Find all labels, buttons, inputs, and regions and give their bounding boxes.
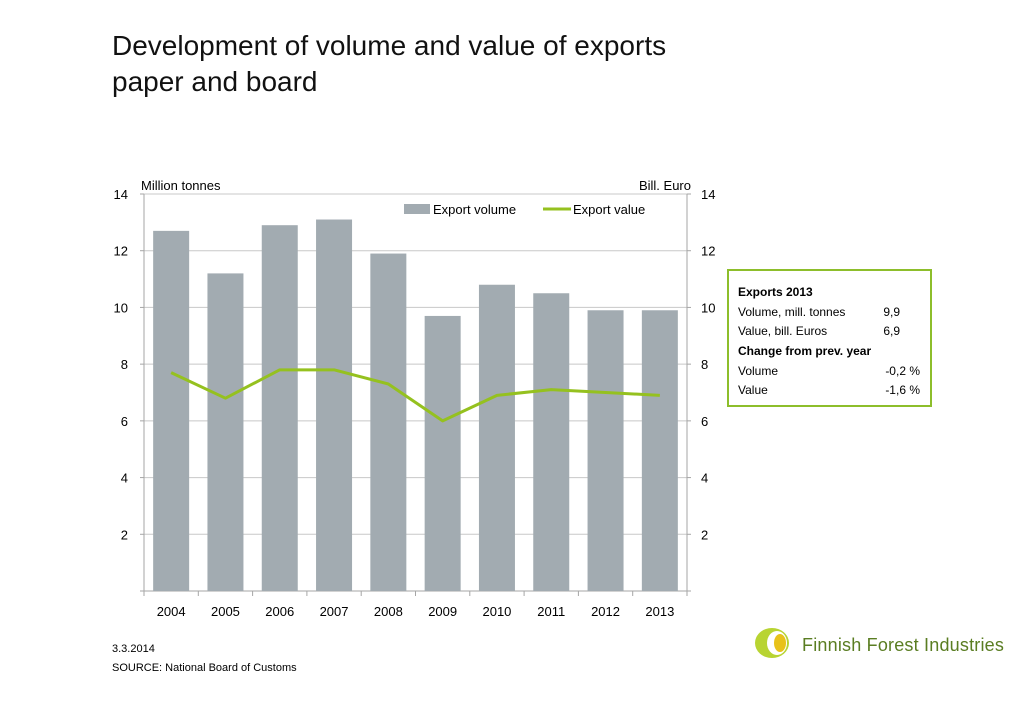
title-line-1: Development of volume and value of expor… — [112, 30, 667, 61]
logo-text: Finnish Forest Industries — [802, 635, 1005, 655]
summary-label: Volume, mill. tonnes — [738, 305, 846, 319]
summary-row: Volume, mill. tonnes 9,9 — [738, 304, 920, 320]
summary-table: Exports 2013 Volume, mill. tonnes 9,9 Value… — [727, 269, 932, 407]
summary-row: Value -1,6 % — [738, 382, 920, 398]
bar-export-volume — [370, 253, 407, 592]
x-tick-label: 2004 — [157, 604, 186, 619]
summary-value: 6,9 — [883, 324, 900, 338]
y-tick-label-right: 4 — [701, 471, 708, 486]
y-tick-label-left: 4 — [121, 471, 128, 486]
x-tick-label: 2008 — [374, 604, 403, 619]
footer-date: 3.3.2014 — [112, 643, 155, 655]
y-tick-label-left: 14 — [114, 187, 128, 202]
y-axis-title-right: Bill. Euro — [639, 178, 691, 193]
x-tick-label: 2010 — [482, 604, 511, 619]
x-tick-label: 2013 — [645, 604, 674, 619]
legend-label-export-value: Export value — [573, 202, 645, 217]
summary-value: 9,9 — [883, 305, 900, 319]
bar-export-volume — [153, 230, 190, 591]
page-title: Development of volume and value of expor… — [112, 28, 832, 100]
summary-row: Value, bill. Euros 6,9 — [738, 323, 920, 339]
y-tick-label-right: 8 — [701, 357, 708, 372]
footer-source: SOURCE: National Board of Customs — [112, 662, 297, 674]
y-tick-label-left: 2 — [121, 527, 128, 542]
bar-export-volume — [316, 219, 353, 591]
summary-label: Exports 2013 — [738, 285, 813, 299]
y-tick-label-left: 8 — [121, 357, 128, 372]
bar-export-volume — [533, 293, 570, 591]
x-tick-label: 2005 — [211, 604, 240, 619]
bar-export-volume — [424, 315, 461, 591]
summary-row: Volume -0,2 % — [738, 363, 920, 379]
y-tick-label-right: 12 — [701, 244, 715, 259]
bar-export-volume — [207, 273, 244, 591]
y-axis-title-left: Million tonnes — [141, 178, 221, 193]
company-logo: Finnish Forest Industries — [752, 626, 1004, 662]
bar-export-volume — [478, 284, 515, 591]
y-tick-label-right: 2 — [701, 527, 708, 542]
summary-label: Volume — [738, 364, 779, 378]
bar-export-volume — [261, 225, 298, 591]
summary-label: Value, bill. Euros — [738, 324, 828, 338]
legend-swatch-export-volume — [404, 204, 430, 214]
title-line-2: paper and board — [112, 66, 318, 97]
x-tick-label: 2007 — [320, 604, 349, 619]
x-tick-label: 2009 — [428, 604, 457, 619]
leaf-logo-icon — [755, 628, 789, 658]
y-tick-label-left: 6 — [121, 414, 128, 429]
y-tick-label-right: 14 — [701, 187, 715, 202]
y-tick-label-left: 10 — [114, 300, 128, 315]
summary-label: Change from prev. year — [738, 344, 872, 358]
x-tick-label: 2012 — [591, 604, 620, 619]
y-tick-label-right: 10 — [701, 300, 715, 315]
x-tick-label: 2011 — [537, 604, 565, 619]
summary-row: Change from prev. year — [738, 343, 920, 359]
y-tick-label-left: 12 — [114, 244, 128, 259]
legend-label-export-volume: Export volume — [433, 202, 516, 217]
y-tick-label-right: 6 — [701, 414, 708, 429]
summary-value: -1,6 % — [885, 383, 920, 397]
summary-row: Exports 2013 — [738, 284, 920, 300]
summary-label: Value — [738, 383, 768, 397]
bar-export-volume — [587, 310, 624, 591]
line-export-value — [170, 368, 660, 423]
summary-value: -0,2 % — [885, 364, 920, 378]
bar-export-volume — [641, 310, 678, 591]
x-tick-label: 2006 — [265, 604, 294, 619]
